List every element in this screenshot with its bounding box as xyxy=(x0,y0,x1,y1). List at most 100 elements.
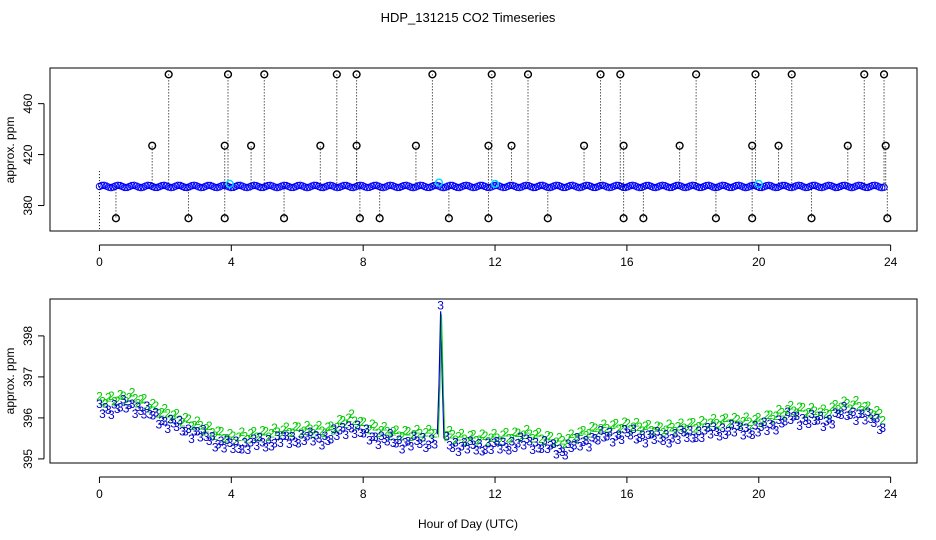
series-2-point: 2 xyxy=(197,418,204,432)
series-3-point: 3 xyxy=(123,402,130,416)
series-3-point: 3 xyxy=(627,429,634,443)
series-3-point: 3 xyxy=(164,422,171,436)
spike-point xyxy=(692,70,701,79)
spike-point xyxy=(355,214,364,223)
series-3-point: 3 xyxy=(669,431,676,445)
baseline-point xyxy=(506,181,514,190)
series-2-point: 2 xyxy=(520,428,527,442)
series-2-point: 2 xyxy=(710,412,717,426)
series-2-point: 2 xyxy=(707,416,714,430)
series-2-point: 2 xyxy=(764,408,771,422)
series-2-point: 2 xyxy=(185,412,192,426)
series-2-point: 2 xyxy=(728,417,735,431)
series-3-point: 3 xyxy=(206,434,213,448)
x-tick-label: 20 xyxy=(752,487,766,501)
series-3-point: 3 xyxy=(488,443,495,457)
series-2-point: 2 xyxy=(802,407,809,421)
series-2-point: 2 xyxy=(396,429,403,443)
series-3-point: 3 xyxy=(179,424,186,438)
series-2-point: 2 xyxy=(289,426,296,440)
series-2-point: 2 xyxy=(734,413,741,427)
series-3-point: 3 xyxy=(663,428,670,442)
series-3-point: 3 xyxy=(360,427,367,441)
series-2-point: 2 xyxy=(704,421,711,435)
series-3-point: 3 xyxy=(117,400,124,414)
baseline-point xyxy=(771,183,780,192)
series-3-point: 3 xyxy=(129,397,136,411)
series-3-point: 3 xyxy=(574,431,581,445)
series-3-point: 3 xyxy=(319,438,326,452)
series-3-point: 3 xyxy=(695,424,702,438)
series-2-point: 2 xyxy=(870,408,877,422)
series-3-point: 3 xyxy=(141,408,148,422)
top-baseline-points xyxy=(95,181,888,192)
spike-point xyxy=(164,70,173,79)
x-tick-label: 16 xyxy=(620,255,634,269)
series-2-point: 2 xyxy=(221,431,228,445)
series-2-point: 2 xyxy=(328,419,335,433)
series-3-point: 3 xyxy=(550,437,557,451)
series-2-point: 2 xyxy=(425,423,432,437)
series-3-point: 3 xyxy=(873,412,880,426)
baseline-point xyxy=(370,181,378,190)
series-3-point: 3 xyxy=(203,430,210,444)
series-2-point: 2 xyxy=(862,399,869,413)
series-2-point: 2 xyxy=(879,413,886,427)
series-2-point: 2 xyxy=(215,424,222,438)
series-2-point: 2 xyxy=(612,416,619,430)
series-2-point: 2 xyxy=(666,417,673,431)
series-3-point: 3 xyxy=(731,426,738,440)
series-2-point: 2 xyxy=(820,402,827,416)
baseline-point xyxy=(612,181,621,190)
series-2-point: 2 xyxy=(574,432,581,446)
series-3-point: 3 xyxy=(325,434,332,448)
y-tick-label: 380 xyxy=(21,195,35,215)
series-3-point: 3 xyxy=(197,431,204,445)
series-2-point: 2 xyxy=(155,406,162,420)
series-2-point: 2 xyxy=(316,418,323,432)
series-2-point: 2 xyxy=(853,394,860,408)
series-2-point: 2 xyxy=(476,433,483,447)
series-2-point: 2 xyxy=(737,418,744,432)
cyan-point xyxy=(754,179,763,188)
series-2-point: 2 xyxy=(678,416,685,430)
series-3-point: 3 xyxy=(120,393,127,407)
series-3-point: 3 xyxy=(399,443,406,457)
series-3-point: 3 xyxy=(316,432,323,446)
series-2-point: 2 xyxy=(393,423,400,437)
series-3-point: 3 xyxy=(247,435,254,449)
bottom-spike-trace: 3 xyxy=(436,298,446,442)
series-2-point: 2 xyxy=(227,427,234,441)
series-3-point: 3 xyxy=(345,419,352,433)
y-tick-label: 398 xyxy=(21,326,35,346)
bottom-x-axis: 0 4 8 12 16 20 24 xyxy=(96,476,898,501)
series-2-point: 2 xyxy=(161,402,168,416)
series-2-point: 2 xyxy=(203,421,210,435)
x-tick-label: 4 xyxy=(228,487,235,501)
spike-point xyxy=(619,214,628,223)
series-3-point: 3 xyxy=(218,434,225,448)
series-2-point: 2 xyxy=(402,423,409,437)
series-3-point: 3 xyxy=(678,423,685,437)
series-3-point: 3 xyxy=(823,415,830,429)
series-3-point: 3 xyxy=(808,407,815,421)
series-2-point: 2 xyxy=(856,399,863,413)
series-2-point: 2 xyxy=(307,422,314,436)
series-2-point: 2 xyxy=(271,421,278,435)
spike-point xyxy=(316,141,325,150)
series-2-point: 2 xyxy=(408,430,415,444)
series-2-point: 2 xyxy=(144,399,151,413)
series-3-point: 3 xyxy=(357,426,364,440)
series-3-point: 3 xyxy=(592,432,599,446)
series-3-point: 3 xyxy=(265,432,272,446)
series-2-point: 2 xyxy=(514,426,521,440)
series-3-point: 3 xyxy=(681,425,688,439)
series-2-point: 2 xyxy=(731,411,738,425)
series-2-point: 2 xyxy=(111,395,118,409)
series-3-point: 3 xyxy=(624,426,631,440)
series-2-point: 2 xyxy=(781,409,788,423)
baseline-point xyxy=(453,183,461,192)
series-2-point: 2 xyxy=(230,429,237,443)
series-3-point: 3 xyxy=(722,428,729,442)
series-2-point: 2 xyxy=(509,431,516,445)
